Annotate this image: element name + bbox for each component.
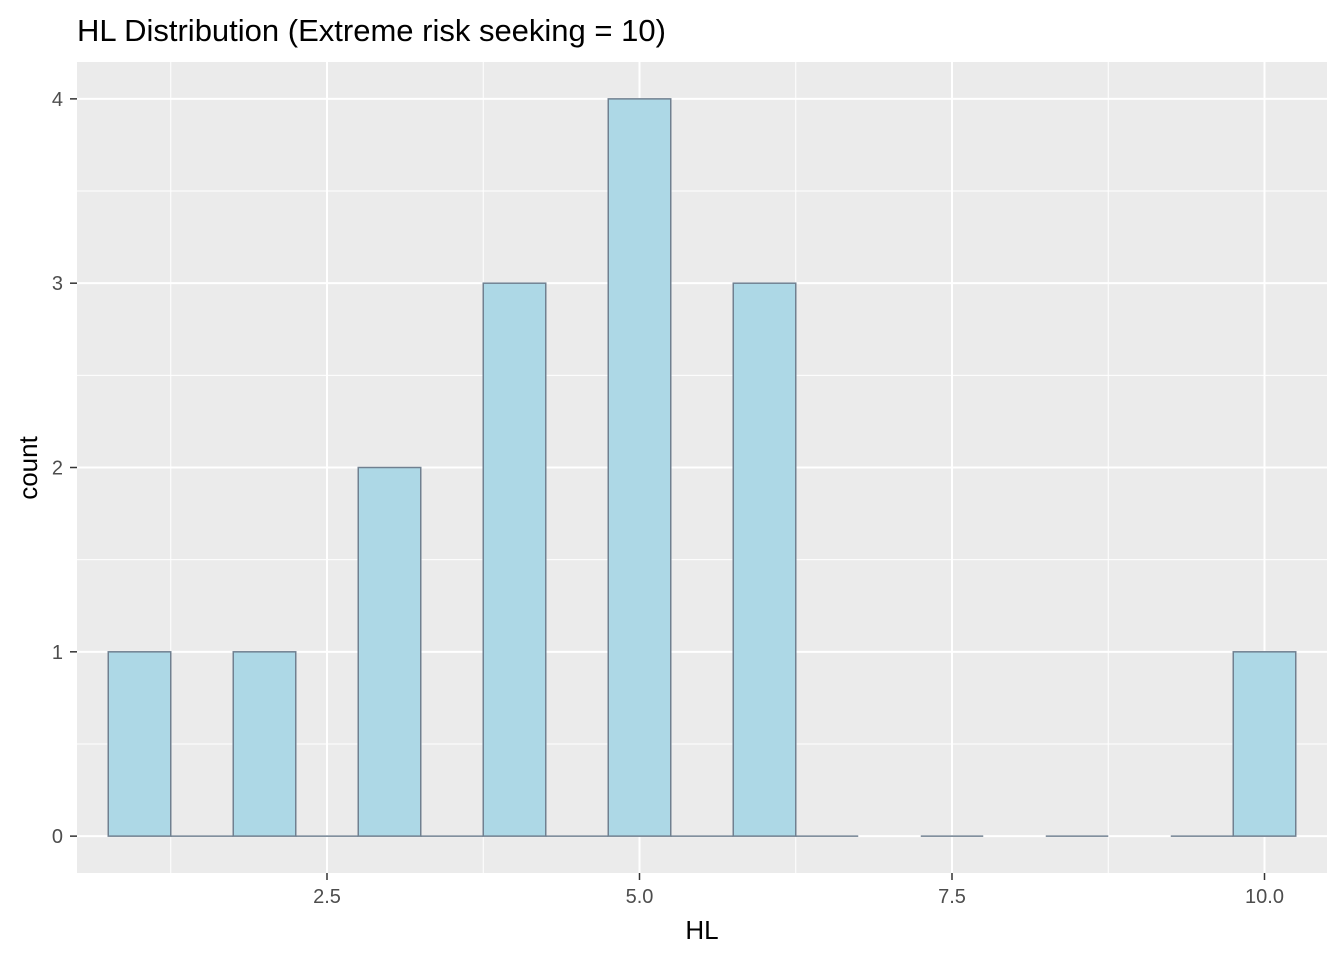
- y-axis-title: count: [13, 435, 43, 499]
- histogram-bar: [607, 98, 672, 837]
- x-tick-label: 5.0: [626, 886, 654, 908]
- histogram-bar: [232, 651, 297, 837]
- y-axis: 0 1 2 3 4: [52, 89, 77, 848]
- x-tick-label: 2.5: [313, 886, 341, 908]
- histogram-bar: [482, 282, 547, 837]
- histogram-bar: [357, 466, 422, 837]
- y-tick-label: 3: [52, 273, 63, 295]
- x-tick-label: 10.0: [1245, 886, 1284, 908]
- y-tick-label: 4: [52, 89, 63, 111]
- y-tick-label: 2: [52, 458, 63, 480]
- chart-title: HL Distribution (Extreme risk seeking = …: [77, 13, 666, 48]
- x-tick-label: 7.5: [938, 886, 966, 908]
- x-axis-title: HL: [685, 915, 718, 945]
- histogram-bar: [732, 282, 797, 837]
- x-axis: 2.5 5.0 7.5 10.0: [313, 873, 1284, 908]
- histogram-bars: [107, 98, 1297, 837]
- histogram-bar: [107, 651, 172, 837]
- y-tick-label: 1: [52, 642, 63, 664]
- histogram-bar: [1232, 651, 1297, 837]
- y-tick-label: 0: [52, 826, 63, 848]
